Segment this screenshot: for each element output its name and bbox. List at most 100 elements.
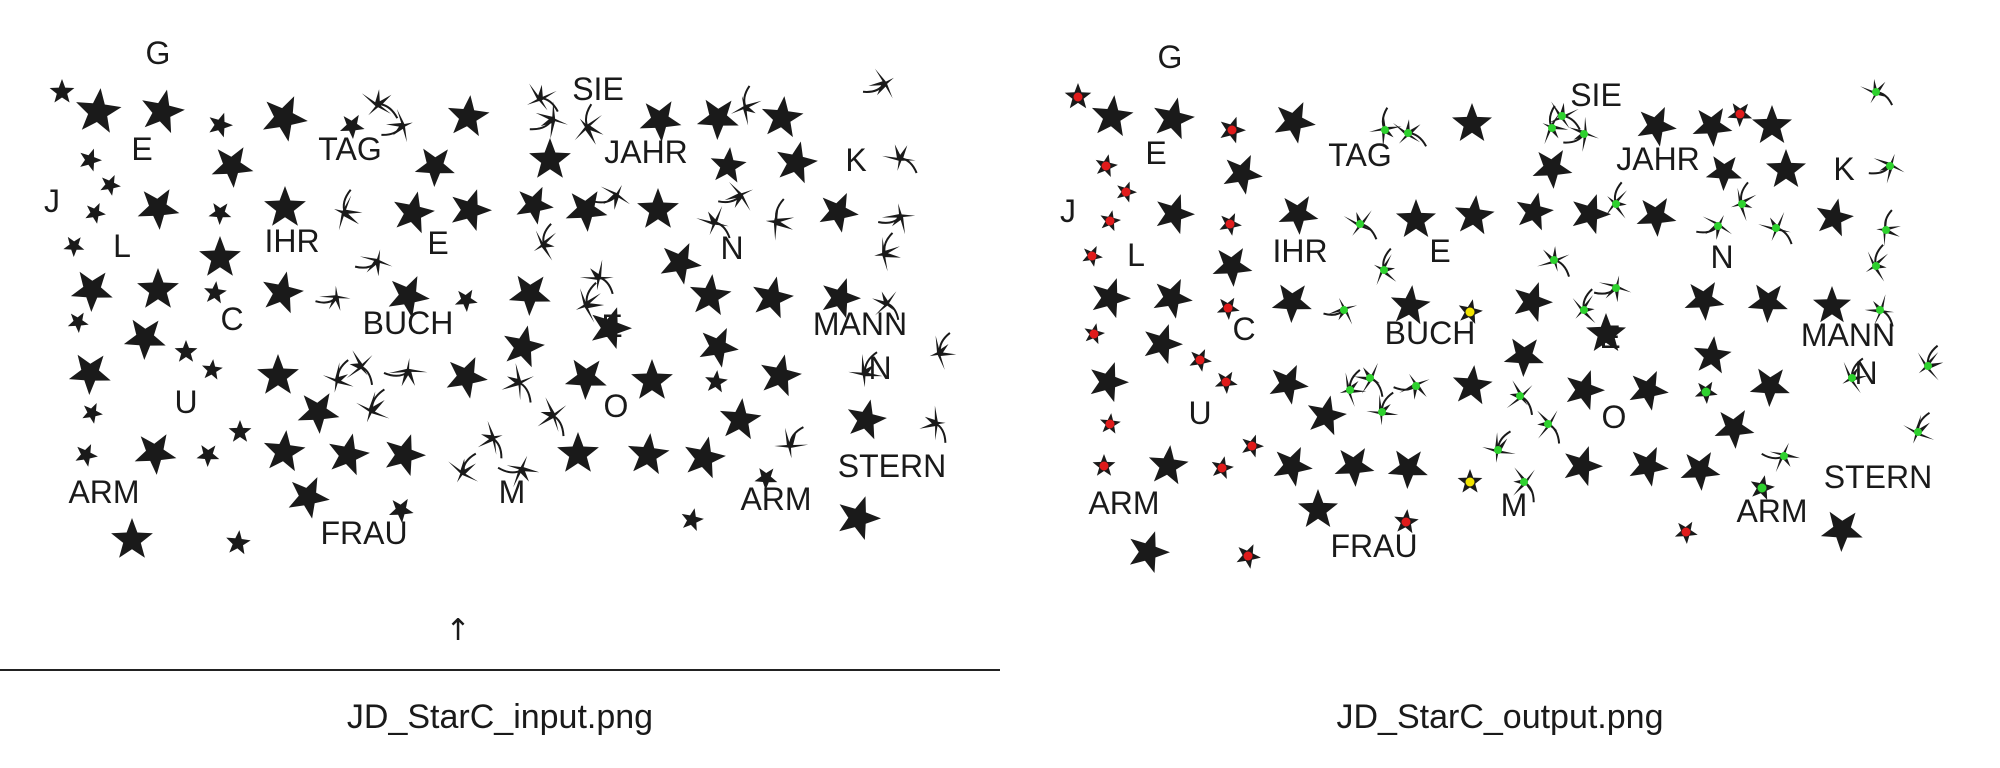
output-word-8: IHR [1272,233,1327,269]
input-star-tail-71 [336,359,349,381]
output-star-26 [1278,196,1319,235]
input-star-77 [631,359,673,399]
output-star-50 [1390,285,1431,325]
output-marker-green-77 [1848,374,1856,382]
input-star-93 [329,433,370,476]
output-marker-green-41 [1380,266,1388,274]
output-star-74 [1629,371,1669,411]
input-star-17 [80,148,102,172]
output-marker-red-60 [1195,355,1205,365]
output-marker-green-34 [1714,222,1722,230]
input-star-tail-52 [315,297,337,304]
input-distorted-star-47 [874,237,901,272]
input-word-1: E [131,131,152,167]
input-star-92 [263,430,306,472]
output-star-7 [1452,103,1492,141]
output-marker-red-87 [1247,441,1257,451]
input-star-102 [288,477,330,519]
input-star-tail-101 [789,426,804,446]
output-marker-green-27 [1356,220,1364,228]
output-star-19 [1532,150,1573,189]
input-star-tail-36 [713,221,731,239]
up-arrow-icon: ↑ [445,613,470,648]
output-star-33 [1636,198,1677,237]
input-star-tail-11 [584,103,593,129]
output-marker-green-75 [1701,387,1711,397]
output-word-0: G [1158,39,1183,75]
output-star-73 [1566,370,1605,411]
output-word-14: MANN [1801,317,1895,353]
output-marker-green-81 [1544,420,1552,428]
input-distorted-star-68 [929,335,957,370]
input-star-tail-10 [529,119,553,131]
output-star-63 [1586,313,1626,351]
input-star-tail-87 [934,422,947,443]
output-marker-green-35 [1738,200,1746,208]
input-star-8 [447,95,490,137]
input-star-30 [394,191,435,234]
output-star-28 [1396,199,1436,237]
input-distorted-star-97 [506,455,540,488]
input-star-tail-73 [383,371,409,377]
input-star-tail-14 [743,85,751,109]
output-word-5: K [1833,151,1854,187]
input-star-33 [565,191,608,232]
output-word-20: M [1501,487,1528,523]
output-marker-red-61 [1221,377,1231,387]
output-star-64 [1693,336,1732,374]
input-distorted-star-36 [696,206,729,235]
input-star-31 [452,189,492,231]
input-distorted-star-11 [574,115,604,145]
input-distorted-star-84 [537,397,567,432]
input-distorted-star-44 [533,230,557,261]
input-caption: JD_StarC_input.png [346,698,654,736]
output-star-29 [1454,195,1495,235]
input-word-10: N [720,230,743,266]
input-word-8: IHR [264,223,319,259]
input-star-12 [639,101,682,142]
input-star-99 [627,433,670,475]
input-star-tail-45 [597,276,614,295]
input-star-tail-97 [497,466,523,474]
input-distorted-star-6 [361,89,392,116]
output-star-66 [1090,362,1129,403]
output-marker-green-42 [1550,256,1558,264]
input-star-21 [529,138,571,178]
input-star-59 [822,278,861,319]
output-star-79 [1307,395,1347,436]
input-star-2 [142,89,185,134]
output-star-98 [1298,489,1338,527]
output-marker-red-99 [1401,517,1411,527]
output-star-45 [1092,278,1131,319]
input-star-104 [754,468,778,490]
output-marker-green-83 [1914,428,1922,436]
input-star-tail-83 [370,388,385,411]
input-star-19 [211,147,254,188]
input-star-39 [819,193,859,233]
input-word-3: SIE [572,71,624,107]
input-distorted-star-24 [882,144,916,171]
input-star-49 [137,268,179,308]
output-star-90 [1387,450,1428,489]
output-marker-green-57 [1876,306,1884,314]
output-star-21 [1766,149,1806,187]
output-star-11 [1637,107,1677,147]
input-distorted-star-101 [774,427,809,459]
input-star-85 [719,398,762,440]
output-word-18: ARM [1088,485,1159,521]
output-star-14 [1752,105,1792,143]
input-star-100 [685,436,726,479]
input-distorted-star-75 [501,363,534,401]
output-word-4: JAHR [1616,141,1700,177]
output-star-95 [1629,447,1669,487]
input-word-0: G [146,35,171,71]
output-marker-yellow-51 [1465,307,1475,317]
input-word-18: ARM [68,474,139,510]
input-star-108 [839,496,881,540]
input-distorted-star-96 [477,420,503,455]
output-star-71 [1452,365,1493,405]
input-word-11: C [220,301,243,337]
input-word-22: STERN [838,448,946,484]
output-star-55 [1747,284,1788,323]
input-word-9: E [427,225,448,261]
